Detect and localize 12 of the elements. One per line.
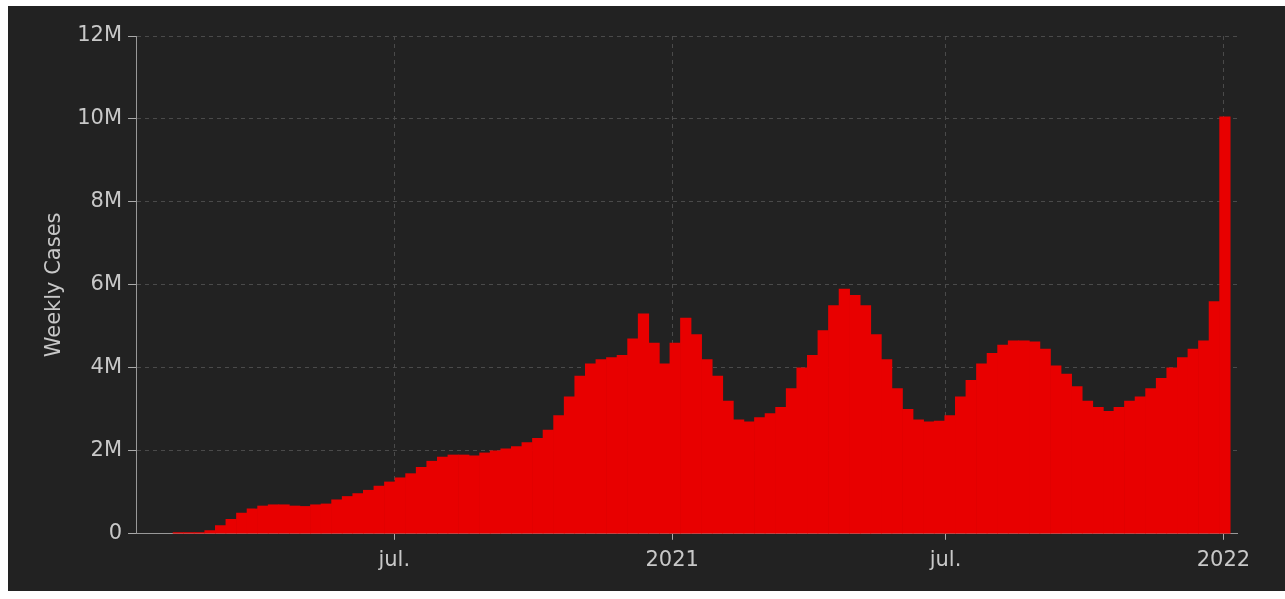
- y-tick-label: 4M: [90, 354, 123, 379]
- y-tick-label: 0: [108, 520, 123, 545]
- y-axis-title: Weekly Cases: [41, 212, 66, 358]
- y-tick-label: 6M: [90, 271, 123, 296]
- y-tick-label: 10M: [77, 105, 123, 130]
- y-tick-label: 2M: [90, 437, 123, 462]
- y-tick-label: 12M: [77, 22, 123, 47]
- y-tick-label: 8M: [90, 188, 123, 213]
- x-tick-label: jul.: [928, 546, 962, 571]
- x-tick-label: 2022: [1196, 546, 1251, 571]
- x-tick-label: jul.: [377, 546, 411, 571]
- x-tick-label: 2021: [645, 546, 699, 571]
